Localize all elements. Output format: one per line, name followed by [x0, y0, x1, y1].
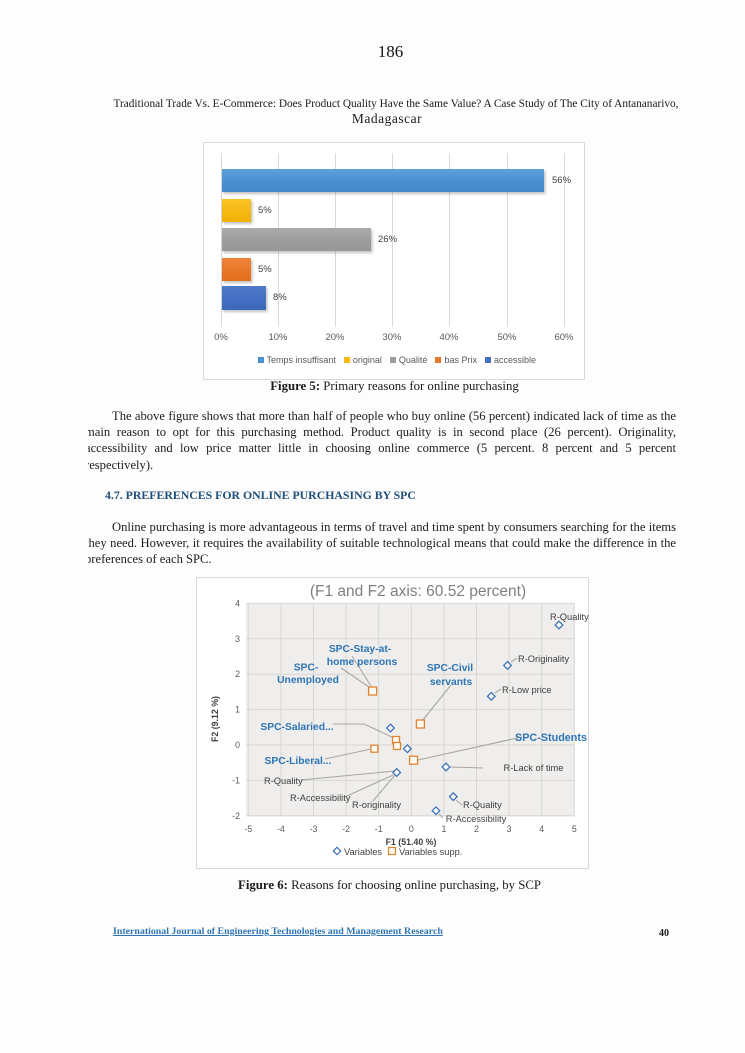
svg-text:0: 0	[409, 824, 414, 834]
svg-text:(F1 and F2 axis: 60.52 percent: (F1 and F2 axis: 60.52 percent)	[310, 583, 526, 600]
svg-text:1: 1	[441, 824, 446, 834]
svg-text:4: 4	[539, 824, 544, 834]
svg-text:SPC-Students: SPC-Students	[515, 732, 587, 744]
svg-text:SPC-: SPC-	[294, 663, 319, 674]
svg-text:2: 2	[235, 669, 240, 679]
svg-text:4: 4	[235, 598, 240, 608]
svg-text:SPC-Salaried...: SPC-Salaried...	[260, 722, 333, 733]
svg-text:Variables supp.: Variables supp.	[399, 847, 462, 857]
svg-text:-3: -3	[310, 824, 318, 834]
svg-text:3: 3	[235, 634, 240, 644]
svg-text:home persons: home persons	[327, 657, 398, 668]
svg-text:R-Lack of time: R-Lack of time	[504, 763, 564, 773]
svg-text:-2: -2	[232, 811, 240, 821]
svg-text:-5: -5	[244, 824, 252, 834]
svg-text:3: 3	[507, 824, 512, 834]
svg-text:-1: -1	[232, 775, 240, 785]
svg-text:R-Quality: R-Quality	[463, 800, 502, 810]
svg-text:SPC-Civil: SPC-Civil	[427, 663, 473, 674]
svg-text:R-Low price: R-Low price	[502, 685, 552, 695]
svg-text:Unemployed: Unemployed	[277, 675, 339, 686]
svg-text:-4: -4	[277, 824, 285, 834]
svg-text:Variables: Variables	[344, 847, 382, 857]
svg-text:1: 1	[235, 705, 240, 715]
svg-text:R-Originality: R-Originality	[518, 654, 569, 664]
svg-text:5: 5	[572, 824, 577, 834]
svg-text:-2: -2	[342, 824, 350, 834]
svg-text:SPC-Liberal...: SPC-Liberal...	[265, 756, 332, 767]
svg-text:R-Quality: R-Quality	[550, 612, 589, 622]
svg-text:R-Accessibility: R-Accessibility	[446, 814, 507, 824]
svg-text:F1 (51.40 %): F1 (51.40 %)	[386, 837, 437, 847]
svg-text:F2 (9.12 %): F2 (9.12 %)	[210, 696, 220, 742]
svg-text:R-Accessibility: R-Accessibility	[290, 793, 351, 803]
svg-text:servants: servants	[430, 677, 473, 688]
svg-text:2: 2	[474, 824, 479, 834]
svg-text:0: 0	[235, 740, 240, 750]
svg-text:R-Quality: R-Quality	[264, 776, 303, 786]
svg-text:R-originality: R-originality	[352, 800, 401, 810]
svg-text:SPC-Stay-at-: SPC-Stay-at-	[329, 644, 392, 655]
svg-text:-1: -1	[375, 824, 383, 834]
